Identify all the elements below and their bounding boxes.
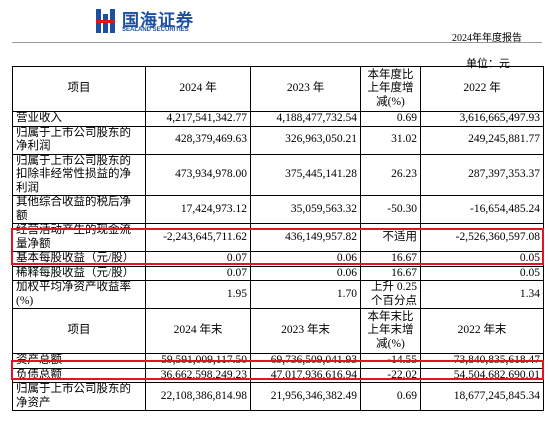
header-cell: 2024 年末 <box>145 308 251 354</box>
label-cell: 其他综合收益的税后净额 <box>12 195 146 224</box>
value-cell: 287,397,353.37 <box>420 153 544 196</box>
value-cell: 16.67 <box>360 251 421 267</box>
value-cell: 21,956,346,382.49 <box>250 382 361 411</box>
data-row: 归属于上市公司股东的扣除非经常性损益的净利润 473,934,978.00 375,… <box>12 153 544 196</box>
header-cell: 本年度比上年度增减(%) <box>360 66 421 112</box>
financial-table: 项目 2024 年 2023 年本年度比上年度增减(%) 2022 年营业收入 4,21… <box>12 66 544 411</box>
data-row: 稀释每股收益（元/股） 0.07 0.06 16.67 0.05 <box>12 265 544 281</box>
value-cell: 0.69 <box>360 382 421 411</box>
value-cell: 0.07 <box>145 265 251 281</box>
label-cell: 归属于上市公司股东的净资产 <box>12 382 146 411</box>
value-cell: 1.95 <box>145 280 251 309</box>
value-cell: 26.23 <box>360 153 421 196</box>
value-cell: 31.02 <box>360 125 421 155</box>
label-cell: 基本每股收益（元/股） <box>12 251 146 267</box>
logo-icon <box>96 9 115 33</box>
value-cell: -50.30 <box>360 195 421 224</box>
divider <box>12 42 542 43</box>
header-cell: 2023 年 <box>250 66 361 112</box>
header-row: 项目 2024 年末 2023 年末 本年末比上年末增减(%) 2022 年末 <box>12 308 544 354</box>
value-cell: 428,379,469.63 <box>145 125 251 155</box>
header-cell: 2022 年末 <box>420 308 544 354</box>
label-cell: 归属于上市公司股东的扣除非经常性损益的净利润 <box>12 153 146 196</box>
label-cell: 加权平均净资产收益率(%) <box>12 280 146 309</box>
label-cell: 稀释每股收益（元/股） <box>12 265 146 281</box>
header-cell: 2023 年末 <box>250 308 361 354</box>
value-cell: 16.67 <box>360 265 421 281</box>
label-cell: 营业收入 <box>12 111 146 127</box>
value-cell: 4,188,477,732.54 <box>250 111 361 127</box>
value-cell: 0.69 <box>360 111 421 127</box>
data-row: 归属于上市公司股东的净资产 22,108,386,814.98 21,956,346… <box>12 382 544 411</box>
value-cell: 3,616,665,497.93 <box>420 111 544 127</box>
data-row: 基本每股收益（元/股） 0.07 0.06 16.67 0.05 <box>12 251 544 267</box>
value-cell: 35,059,563.32 <box>250 195 361 224</box>
value-cell: 436,149,957.82 <box>250 223 361 252</box>
data-row: 营业收入 4,217,541,342.77 4,188,477,732.54 0.69… <box>12 111 544 127</box>
report-title: 2024年年度报告 <box>452 33 522 44</box>
value-cell: -2,243,645,711.62 <box>145 223 251 252</box>
value-cell: 18,677,245,845.34 <box>420 382 544 411</box>
value-cell: 0.06 <box>250 265 361 281</box>
header-row: 项目 2024 年 2023 年本年度比上年度增减(%) 2022 年 <box>12 66 544 112</box>
value-cell: 不适用 <box>360 223 421 252</box>
value-cell: 249,245,881.77 <box>420 125 544 155</box>
value-cell: 473,934,978.00 <box>145 153 251 196</box>
label-cell: 归属于上市公司股东的净利润 <box>12 125 146 155</box>
value-cell: 1.70 <box>250 280 361 309</box>
value-cell: -16,654,485.24 <box>420 195 544 224</box>
value-cell: 4,217,541,342.77 <box>145 111 251 127</box>
highlight-box <box>11 228 544 265</box>
logo-text: 国海证券 <box>122 11 194 30</box>
header-cell: 项目 <box>12 308 146 354</box>
value-cell: 22,108,386,814.98 <box>145 382 251 411</box>
value-cell: 326,963,050.21 <box>250 125 361 155</box>
value-cell: -2,526,360,597.08 <box>420 223 544 252</box>
value-cell: 375,445,141.28 <box>250 153 361 196</box>
data-row: 经营活动产生的现金流量净额 -2,243,645,711.62 436,149,95… <box>12 223 544 252</box>
value-cell: 0.05 <box>420 265 544 281</box>
data-row: 加权平均净资产收益率(%) 1.95 1.70 上升 0.25 个百分点 1.34 <box>12 280 544 309</box>
header-cell: 2022 年 <box>420 66 544 112</box>
label-cell: 经营活动产生的现金流量净额 <box>12 223 146 252</box>
data-row: 归属于上市公司股东的净利润 428,379,469.63 326,963,050.2… <box>12 125 544 155</box>
header-cell: 项目 <box>12 66 146 112</box>
highlight-box <box>11 360 544 380</box>
header-cell: 2024 年 <box>145 66 251 112</box>
value-cell: 17,424,973.12 <box>145 195 251 224</box>
logo-subtitle: SEALAND SECURITIES <box>122 27 189 33</box>
header-cell: 本年末比上年末增减(%) <box>360 308 421 354</box>
value-cell: 上升 0.25 个百分点 <box>360 280 421 309</box>
data-row: 其他综合收益的税后净额 17,424,973.12 35,059,563.32 -50… <box>12 195 544 224</box>
value-cell: 1.34 <box>420 280 544 309</box>
